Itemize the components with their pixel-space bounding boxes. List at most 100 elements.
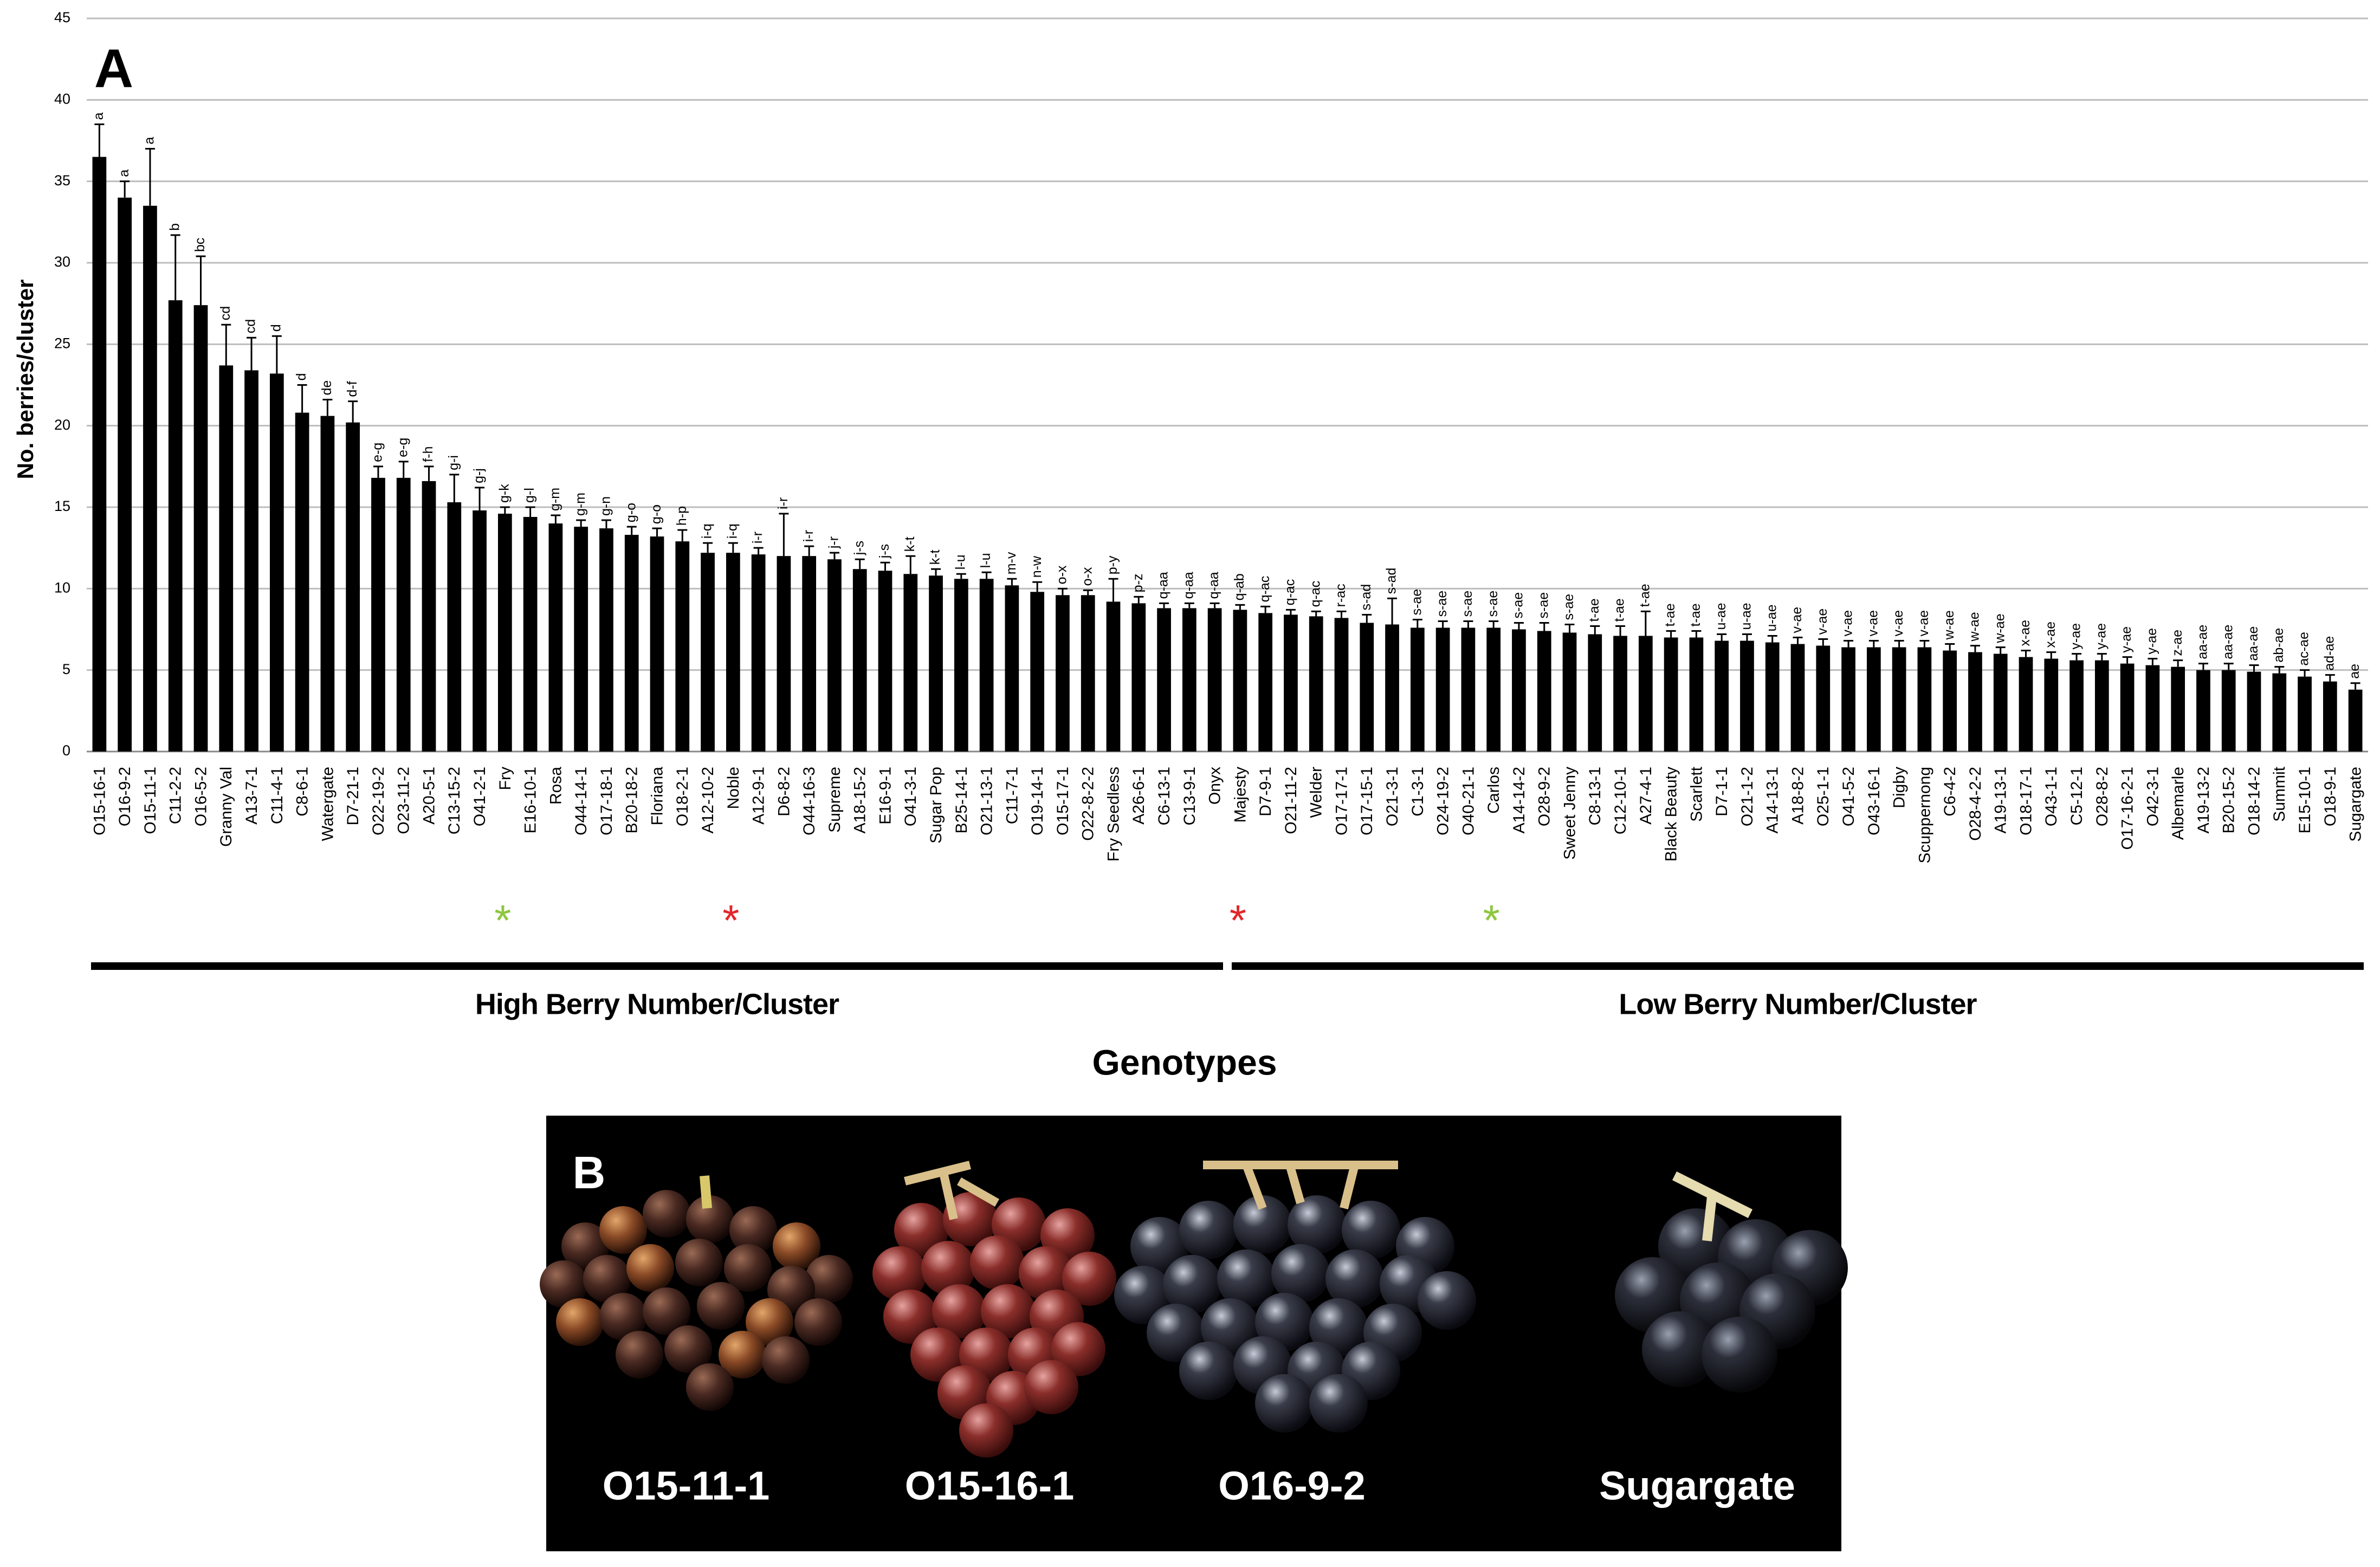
error-bar [677, 529, 688, 542]
error-bar [1260, 605, 1271, 613]
bar [852, 569, 867, 752]
error-bar [373, 465, 383, 478]
grape-berry [556, 1298, 604, 1346]
error-bar [956, 573, 966, 579]
error-bar [1640, 610, 1651, 636]
error-bar [1970, 645, 1980, 652]
grape-berry [1309, 1374, 1368, 1433]
x-tick-label: A19-13-2 [2195, 767, 2213, 833]
error-bar [271, 335, 282, 374]
x-tick-label: A12-10-2 [699, 767, 717, 833]
significance-letter: d [268, 324, 283, 332]
x-tick-label: Fry [496, 767, 514, 790]
error-bar [1285, 608, 1296, 615]
grape-photos [540, 1161, 1848, 1458]
x-tick-label: O16-9-2 [116, 767, 134, 826]
significance-letter: cd [243, 319, 258, 333]
grape-berry [1255, 1374, 1314, 1433]
bar [2044, 658, 2059, 752]
error-bar [1945, 643, 1955, 651]
grape-berry [626, 1244, 674, 1292]
error-bar [551, 514, 561, 524]
error-bar [170, 234, 180, 301]
x-tick-label: O24-19-2 [1434, 767, 1452, 836]
bar [650, 536, 664, 752]
bar [1309, 616, 1323, 752]
bar [1993, 653, 2008, 752]
significance-letter: q-aa [1181, 572, 1196, 599]
significance-letter: g-m [547, 488, 562, 511]
significance-letter: v-ae [1789, 607, 1805, 633]
bar [1562, 632, 1577, 752]
bar [827, 559, 842, 752]
bar [1258, 613, 1273, 752]
bar [1005, 585, 1019, 752]
bar [929, 575, 943, 752]
error-bar [2274, 666, 2285, 674]
bar [320, 416, 335, 752]
error-bar [1590, 625, 1600, 634]
grape-berry [686, 1363, 734, 1411]
grape-berry [932, 1284, 986, 1338]
x-tick-label: C13-15-2 [445, 767, 463, 834]
error-bar [1868, 640, 1879, 647]
bar [1765, 642, 1780, 752]
significance-letter: t-ae [1688, 603, 1703, 626]
error-bar [728, 542, 738, 553]
x-tick-label: O22-8-2-2 [1079, 767, 1097, 841]
significance-letter: k-t [902, 536, 917, 552]
error-bar [1615, 625, 1626, 636]
error-bar [703, 542, 713, 553]
bar [1461, 627, 1476, 752]
error-bar [779, 513, 789, 556]
x-tick-label: O42-3-1 [2144, 767, 2162, 826]
grape-berry [981, 1284, 1035, 1338]
bar [1588, 634, 1602, 752]
bar [143, 205, 157, 752]
significance-letter: q-ab [1232, 573, 1247, 600]
error-bar [94, 123, 105, 157]
grape-berry [1051, 1322, 1105, 1376]
significance-letter: u-ae [1739, 603, 1754, 630]
error-bar [931, 568, 941, 576]
grape-berry [1702, 1317, 1777, 1393]
bar [675, 541, 690, 752]
error-bar [475, 487, 485, 511]
significance-letter: aa-ae [2246, 626, 2261, 661]
grape-berry [805, 1255, 853, 1303]
x-tick-label: Noble [725, 767, 742, 809]
bar [1131, 603, 1146, 752]
photo-caption: Sugargate [1599, 1464, 1795, 1508]
x-tick-label: O21-13-1 [978, 767, 996, 836]
significance-letter: d-f [345, 381, 360, 397]
y-tick-label: 30 [54, 254, 70, 270]
grape-berry [1271, 1244, 1330, 1303]
x-tick-label: Sugargate [2347, 767, 2365, 841]
error-bar [2198, 663, 2208, 670]
significance-letter: i-r [775, 497, 791, 509]
x-tick-label: O40-21-1 [1459, 767, 1477, 836]
x-tick-label: O17-16-2-1 [2119, 767, 2137, 850]
bar [523, 517, 538, 752]
error-bar [1057, 587, 1068, 595]
bar [2196, 670, 2210, 752]
bar [473, 510, 487, 752]
x-tick-label: Black Beauty [1663, 767, 1680, 862]
significance-letter: ab-ae [2271, 628, 2286, 663]
bar [1715, 640, 1729, 752]
significance-letter: s-ae [1409, 589, 1424, 616]
bar [2272, 673, 2287, 752]
error-bar [2249, 664, 2259, 672]
bar [954, 579, 968, 752]
error-bar [2300, 669, 2310, 677]
x-tick-label: D6-8-2 [775, 767, 793, 817]
error-bar [1539, 621, 1549, 631]
error-bar [1235, 604, 1245, 610]
error-bar [2072, 653, 2082, 661]
significance-letter: q-aa [1156, 572, 1171, 599]
error-bar [601, 519, 611, 529]
bar [346, 422, 360, 752]
x-tick-label: O15-16-1 [90, 767, 108, 836]
bar [92, 157, 107, 752]
grape-berry [1147, 1304, 1205, 1362]
